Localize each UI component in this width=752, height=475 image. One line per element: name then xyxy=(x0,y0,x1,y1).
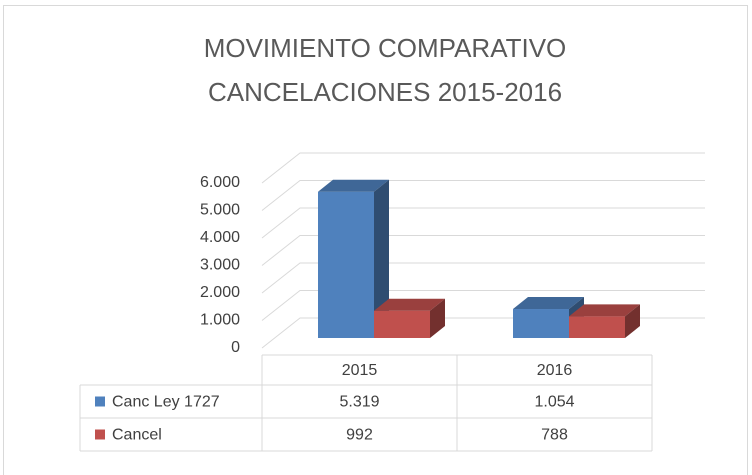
bar xyxy=(318,191,374,338)
bar xyxy=(513,309,569,338)
y-tick-label: 5.000 xyxy=(200,202,240,219)
legend-label: Cancel xyxy=(112,427,162,444)
chart-title: MOVIMIENTO COMPARATIVO xyxy=(204,33,567,63)
y-tick-label: 1.000 xyxy=(200,312,240,329)
chart-title: CANCELACIONES 2015-2016 xyxy=(208,77,562,107)
bar-top xyxy=(374,298,445,311)
grid-line xyxy=(261,152,705,184)
x-tick-label: 2016 xyxy=(537,362,573,379)
bar xyxy=(569,316,625,338)
bar-top xyxy=(318,179,389,192)
grid-line xyxy=(261,180,705,211)
legend-key xyxy=(95,396,105,407)
y-tick-label: 0 xyxy=(231,339,240,356)
data-label: 5.319 xyxy=(339,394,379,411)
bar-side xyxy=(374,179,389,338)
grid-line xyxy=(261,235,705,266)
y-tick-label: 4.000 xyxy=(200,229,240,246)
bar-side xyxy=(430,298,445,338)
y-tick-label: 3.000 xyxy=(200,257,240,274)
grid-line xyxy=(261,207,705,239)
bar xyxy=(374,310,430,338)
x-tick-label: 2015 xyxy=(342,362,378,379)
data-label: 1.054 xyxy=(534,394,574,411)
legend-label: Canc Ley 1727 xyxy=(112,394,220,411)
bar-side xyxy=(625,304,640,338)
grid-line xyxy=(261,290,705,321)
grid-line xyxy=(261,262,705,294)
data-label: 788 xyxy=(541,427,568,444)
legend-key xyxy=(95,429,105,440)
y-tick-label: 6.000 xyxy=(200,174,240,191)
data-label: 992 xyxy=(346,427,373,444)
bar-top xyxy=(569,304,640,317)
bar-top xyxy=(513,297,584,310)
y-tick-label: 2.000 xyxy=(200,284,240,301)
